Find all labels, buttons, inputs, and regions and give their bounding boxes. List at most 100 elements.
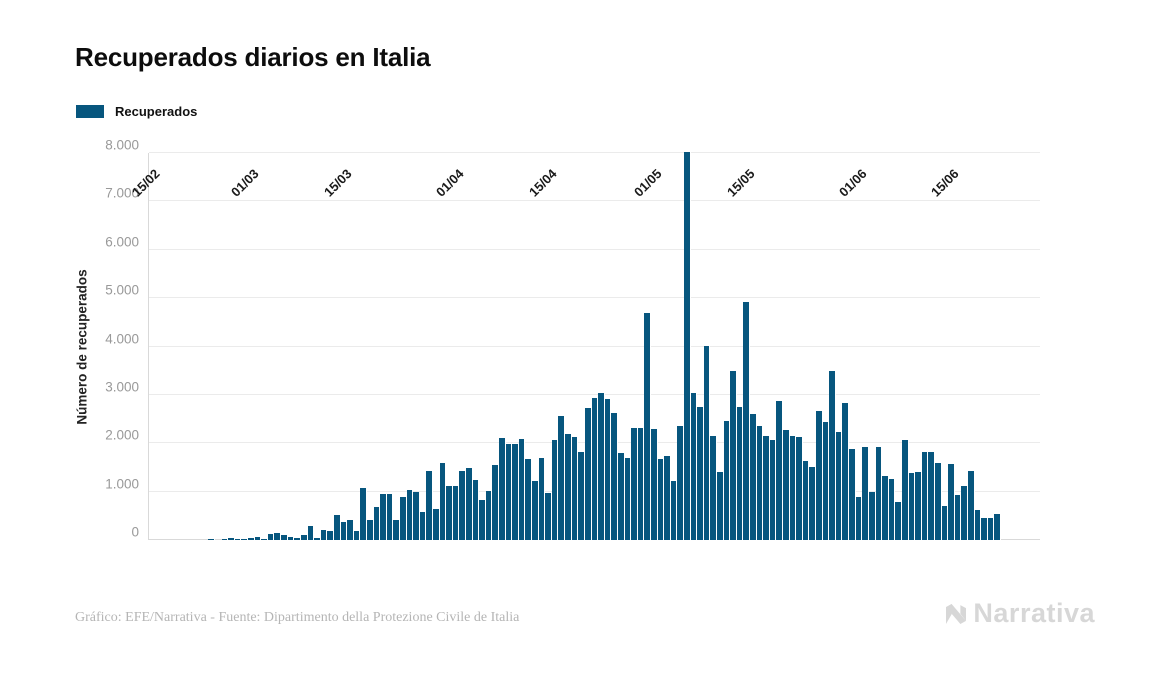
bar-17/04 [558,416,566,540]
bar-17/03 [353,530,361,540]
x-tick-label-01-05: 01/05 [631,166,687,200]
gridline-y-8000 [149,152,1040,153]
bar-06/06 [888,479,896,540]
bar-05/05 [677,426,684,540]
bar-30/03 [439,463,447,540]
bar-20/03 [373,506,381,540]
x-tick-text: 01/05 [631,166,665,200]
bar-30/05 [842,403,850,540]
bar-06/04 [485,490,493,540]
bar-19/05 [769,439,777,540]
bar-23/04 [598,393,605,540]
bar-27/05 [822,421,830,540]
bar-10/03 [307,526,315,540]
y-tick-label: 8.000 [105,137,139,153]
gridline-y-3000 [149,393,1040,395]
bar-09/03 [300,535,308,540]
bar-07/04 [492,464,500,540]
bar-18/06 [967,470,975,540]
bar-12/05 [723,421,731,540]
bar-11/03 [314,538,321,540]
x-tick-text: 15/05 [723,166,758,200]
bar-20/05 [776,400,784,540]
bar-27/03 [419,511,427,540]
bar-31/03 [446,486,453,540]
bar-24/03 [399,496,407,540]
bar-29/02 [241,539,249,540]
y-tick-label: 7.000 [105,185,139,201]
y-tick-label: 2.000 [105,427,139,443]
bar-21/06 [987,518,995,540]
legend-label: Recuperados [115,104,198,119]
plot-area: 0 1.000 2.000 3.000 4.000 5.000 6.000 7.000 8.00… [105,138,1040,540]
bar-06/03 [281,534,288,540]
bar-07/03 [287,536,295,540]
gridline-y-5000 [149,297,1040,299]
bar-29/04 [637,428,645,540]
bar-18/05 [763,436,770,540]
bar-17/06 [961,486,968,540]
bar-26/05 [816,410,823,540]
bar-16/06 [954,495,962,540]
bar-01/04 [452,485,460,540]
bar-13/04 [532,480,539,540]
bar-06/05 [683,152,691,540]
narrativa-logo: Narrativa [941,598,1095,629]
source-credit: Gráfico: EFE/Narrativa - Fuente: Diparti… [75,610,520,625]
logo-text: Narrativa [973,598,1095,628]
bar-30/04 [644,312,651,540]
x-tick-label-01-03: 01/03 [228,166,284,200]
bar-05/06 [882,476,889,540]
bar-27/04 [624,457,632,540]
bar-08/06 [901,440,909,540]
legend: Recuperados [76,104,197,119]
bar-09/06 [908,473,916,540]
y-tick-label: 5.000 [105,282,139,298]
bar-20/04 [578,451,585,540]
gridline-y-7000 [149,200,1040,202]
x-tick-label-15-04: 15/04 [526,166,582,200]
bar-28/05 [829,370,836,540]
bar-16/05 [750,413,757,540]
bar-18/04 [565,433,572,540]
bar-10/06 [915,471,922,540]
bar-05/03 [274,533,282,540]
bar-02/06 [862,446,869,540]
bar-19/06 [974,510,982,540]
x-tick-text: 15/02 [129,166,163,200]
bar-16/04 [551,439,559,540]
gridline-y-6000 [149,248,1040,250]
y-tick-label: 1.000 [105,476,139,492]
bar-04/03 [267,534,275,540]
bar-07/06 [895,501,902,540]
bar-26/02 [221,539,229,540]
x-tick-label-01-04: 01/04 [433,166,489,200]
bar-13/06 [934,462,942,540]
bar-23/03 [393,520,400,540]
bar-19/03 [366,519,374,540]
bar-04/05 [670,480,678,540]
bar-11/04 [518,439,526,540]
bar-07/05 [690,393,698,540]
bar-02/05 [657,459,665,540]
bar-18/03 [360,487,367,540]
bar-15/06 [948,464,955,540]
x-tick-text: 01/04 [433,166,467,200]
bar-08/05 [697,407,704,540]
page-title: Recuperados diarios en Italia [75,42,431,72]
x-tick-text: 15/04 [525,166,560,200]
bar-24/05 [802,460,810,540]
bar-15/04 [545,493,552,540]
bar-12/04 [525,458,533,540]
bar-04/06 [875,446,883,540]
bar-12/06 [928,452,935,540]
bar-21/03 [380,494,387,540]
bar-21/05 [783,429,790,540]
bar-22/03 [386,493,394,540]
bar-11/06 [921,452,929,540]
bar-29/05 [835,431,843,540]
bar-28/03 [426,470,433,540]
bar-19/04 [571,437,579,540]
bar-29/03 [433,508,440,540]
